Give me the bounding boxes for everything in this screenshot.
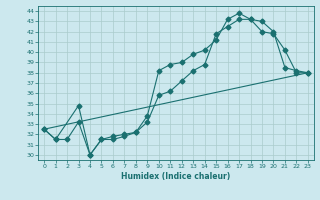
X-axis label: Humidex (Indice chaleur): Humidex (Indice chaleur)	[121, 172, 231, 181]
